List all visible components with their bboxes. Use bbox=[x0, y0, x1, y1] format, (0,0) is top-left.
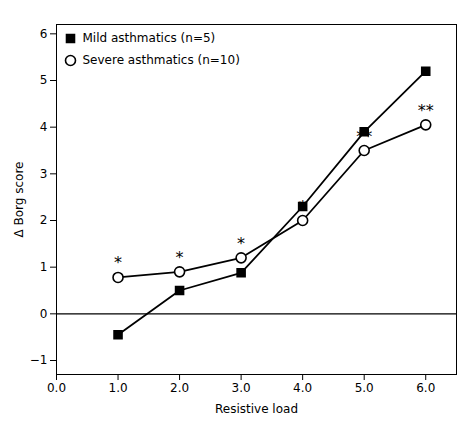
svg-text:0.0: 0.0 bbox=[47, 381, 66, 395]
svg-text:*: * bbox=[299, 197, 307, 216]
svg-text:Resistive load: Resistive load bbox=[215, 402, 298, 416]
svg-text:1.0: 1.0 bbox=[108, 381, 127, 395]
svg-text:0: 0 bbox=[40, 307, 48, 321]
svg-text:**: ** bbox=[418, 101, 434, 120]
svg-text:3.0: 3.0 bbox=[232, 381, 251, 395]
svg-text:Severe asthmatics (n=10): Severe asthmatics (n=10) bbox=[83, 53, 240, 67]
svg-text:Δ Borg score: Δ Borg score bbox=[12, 162, 26, 238]
svg-text:4.0: 4.0 bbox=[293, 381, 312, 395]
svg-text:Mild asthmatics (n=5): Mild asthmatics (n=5) bbox=[83, 31, 216, 45]
svg-text:4: 4 bbox=[40, 120, 48, 134]
svg-text:2.0: 2.0 bbox=[170, 381, 189, 395]
svg-text:6: 6 bbox=[40, 27, 48, 41]
svg-text:5: 5 bbox=[40, 73, 48, 87]
svg-text:*: * bbox=[237, 234, 245, 253]
svg-text:2: 2 bbox=[40, 213, 48, 227]
svg-text:*: * bbox=[176, 248, 184, 267]
svg-text:−1: −1 bbox=[30, 353, 48, 367]
svg-text:5.0: 5.0 bbox=[355, 381, 374, 395]
svg-text:6.0: 6.0 bbox=[416, 381, 435, 395]
svg-text:*: * bbox=[114, 253, 122, 272]
svg-text:3: 3 bbox=[40, 167, 48, 181]
svg-text:**: ** bbox=[356, 127, 372, 146]
svg-text:1: 1 bbox=[40, 260, 48, 274]
